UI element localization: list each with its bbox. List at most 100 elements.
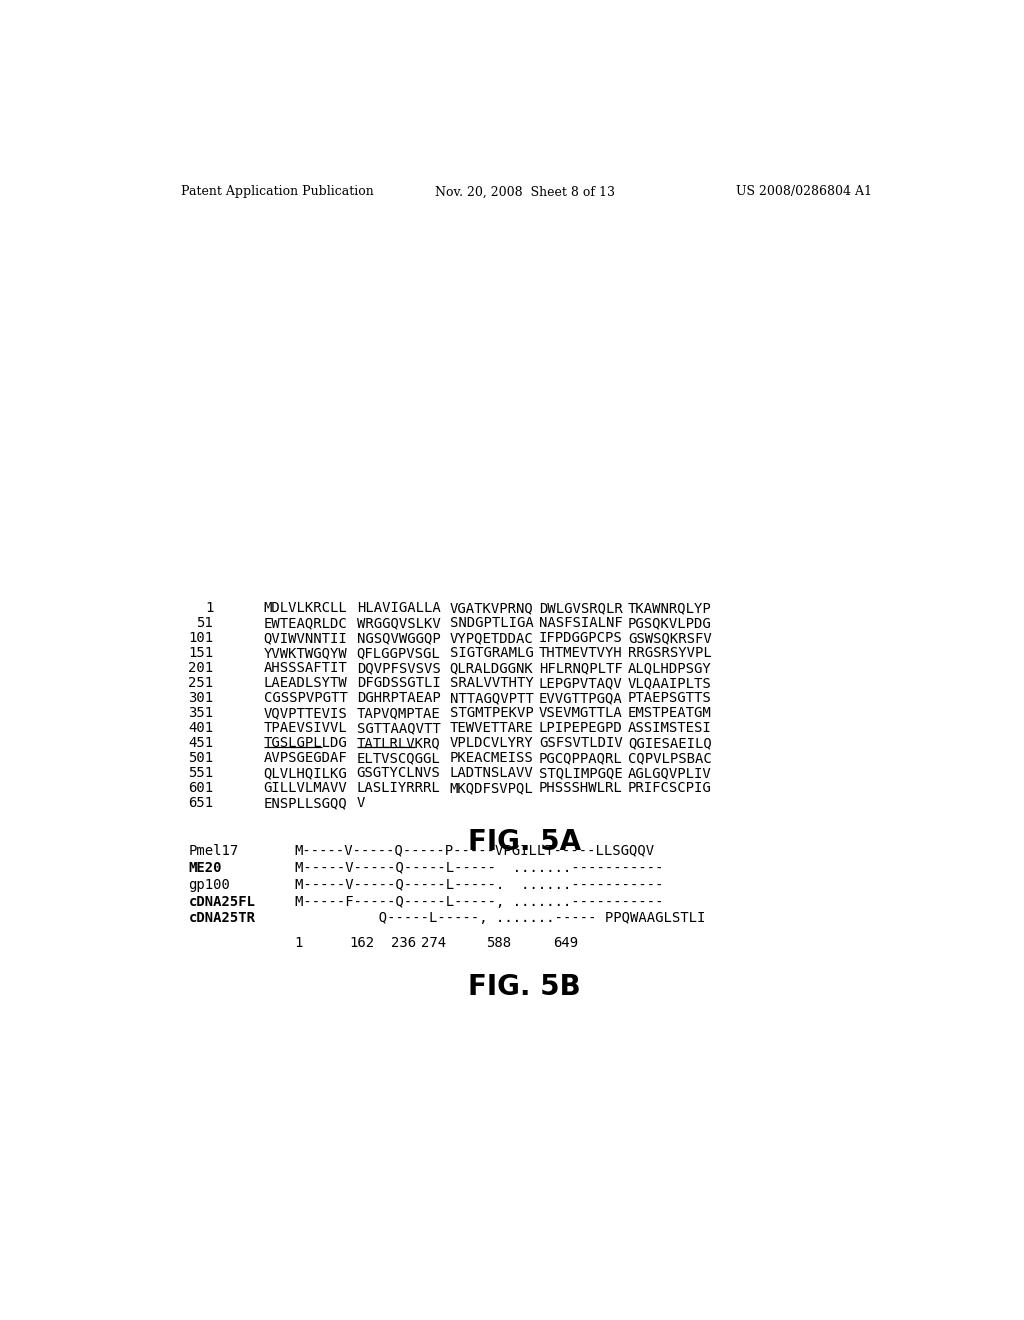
Text: LEPGPVTAQV: LEPGPVTAQV <box>539 676 623 690</box>
Text: QGIESAEILQ: QGIESAEILQ <box>628 737 712 750</box>
Text: PGSQKVLPDG: PGSQKVLPDG <box>628 616 712 630</box>
Text: PHSSSHWLRL: PHSSSHWLRL <box>539 781 623 796</box>
Text: ME20: ME20 <box>188 861 222 875</box>
Text: M-----F-----Q-----L-----, .......-----------: M-----F-----Q-----L-----, .......-------… <box>295 895 664 908</box>
Text: 1: 1 <box>295 936 303 950</box>
Text: STQLIMPGQE: STQLIMPGQE <box>539 767 623 780</box>
Text: EWTEAQRLDC: EWTEAQRLDC <box>263 616 347 630</box>
Text: ALQLHDPSGY: ALQLHDPSGY <box>628 661 712 676</box>
Text: CGSSPVPGTT: CGSSPVPGTT <box>263 692 347 705</box>
Text: HFLRNQPLTF: HFLRNQPLTF <box>539 661 623 676</box>
Text: PRIFCSCPIG: PRIFCSCPIG <box>628 781 712 796</box>
Text: Q-----L-----, .......----- PPQWAAGLSTLI: Q-----L-----, .......----- PPQWAAGLSTLI <box>295 911 705 925</box>
Text: QVIWVNNTII: QVIWVNNTII <box>263 631 347 645</box>
Text: 651: 651 <box>188 796 213 810</box>
Text: M-----V-----Q-----L-----  .......-----------: M-----V-----Q-----L----- .......--------… <box>295 861 664 875</box>
Text: Pmel17: Pmel17 <box>188 843 239 858</box>
Text: THTMEVTVYH: THTMEVTVYH <box>539 647 623 660</box>
Text: Patent Application Publication: Patent Application Publication <box>180 185 374 198</box>
Text: DFGDSSGTLI: DFGDSSGTLI <box>356 676 440 690</box>
Text: PTAEPSGTTS: PTAEPSGTTS <box>628 692 712 705</box>
Text: MDLVLKRCLL: MDLVLKRCLL <box>263 601 347 615</box>
Text: ASSIMSTESI: ASSIMSTESI <box>628 721 712 735</box>
Text: LAEADLSYTW: LAEADLSYTW <box>263 676 347 690</box>
Text: VYPQETDDAC: VYPQETDDAC <box>450 631 534 645</box>
Text: LASLIYRRRL: LASLIYRRRL <box>356 781 440 796</box>
Text: VQVPTTEVIS: VQVPTTEVIS <box>263 706 347 721</box>
Text: TEWVETTARE: TEWVETTARE <box>450 721 534 735</box>
Text: HLAVIGALLA: HLAVIGALLA <box>356 601 440 615</box>
Text: V: V <box>356 796 365 810</box>
Text: EMSTPEATGM: EMSTPEATGM <box>628 706 712 721</box>
Text: YVWKTWGQYW: YVWKTWGQYW <box>263 647 347 660</box>
Text: IFPDGGPCPS: IFPDGGPCPS <box>539 631 623 645</box>
Text: PKEACMEISS: PKEACMEISS <box>450 751 534 766</box>
Text: QLVLHQILKG: QLVLHQILKG <box>263 767 347 780</box>
Text: DGHRPTAEAP: DGHRPTAEAP <box>356 692 440 705</box>
Text: M-----V-----Q-----L-----.  ......-----------: M-----V-----Q-----L-----. ......--------… <box>295 878 664 891</box>
Text: AGLGQVPLIV: AGLGQVPLIV <box>628 767 712 780</box>
Text: cDNA25FL: cDNA25FL <box>188 895 255 908</box>
Text: QLRALDGGNK: QLRALDGGNK <box>450 661 534 676</box>
Text: SIGTGRAMLG: SIGTGRAMLG <box>450 647 534 660</box>
Text: GSGTYCLNVS: GSGTYCLNVS <box>356 767 440 780</box>
Text: 51: 51 <box>197 616 213 630</box>
Text: AHSSSAFTIT: AHSSSAFTIT <box>263 661 347 676</box>
Text: GSFSVTLDIV: GSFSVTLDIV <box>539 737 623 750</box>
Text: 588: 588 <box>486 936 511 950</box>
Text: DQVPFSVSVS: DQVPFSVSVS <box>356 661 440 676</box>
Text: EVVGTTPGQA: EVVGTTPGQA <box>539 692 623 705</box>
Text: WRGGQVSLKV: WRGGQVSLKV <box>356 616 440 630</box>
Text: 274: 274 <box>421 936 446 950</box>
Text: gp100: gp100 <box>188 878 230 891</box>
Text: SNDGPTLIGA: SNDGPTLIGA <box>450 616 534 630</box>
Text: TAPVQMPTAE: TAPVQMPTAE <box>356 706 440 721</box>
Text: 501: 501 <box>188 751 213 766</box>
Text: PGCQPPAQRL: PGCQPPAQRL <box>539 751 623 766</box>
Text: MKQDFSVPQL: MKQDFSVPQL <box>450 781 534 796</box>
Text: GILLVLMAVV: GILLVLMAVV <box>263 781 347 796</box>
Text: AVPSGEGDAF: AVPSGEGDAF <box>263 751 347 766</box>
Text: 301: 301 <box>188 692 213 705</box>
Text: ENSPLLSGQQ: ENSPLLSGQQ <box>263 796 347 810</box>
Text: QFLGGPVSGL: QFLGGPVSGL <box>356 647 440 660</box>
Text: VPLDCVLYRY: VPLDCVLYRY <box>450 737 534 750</box>
Text: 236: 236 <box>391 936 417 950</box>
Text: 601: 601 <box>188 781 213 796</box>
Text: SGTTAAQVTT: SGTTAAQVTT <box>356 721 440 735</box>
Text: TATLRLVKRQ: TATLRLVKRQ <box>356 737 440 750</box>
Text: ELTVSCQGGL: ELTVSCQGGL <box>356 751 440 766</box>
Text: CQPVLPSBAC: CQPVLPSBAC <box>628 751 712 766</box>
Text: 201: 201 <box>188 661 213 676</box>
Text: 251: 251 <box>188 676 213 690</box>
Text: 1: 1 <box>205 601 213 615</box>
Text: 451: 451 <box>188 737 213 750</box>
Text: 401: 401 <box>188 721 213 735</box>
Text: STGMTPEKVP: STGMTPEKVP <box>450 706 534 721</box>
Text: US 2008/0286804 A1: US 2008/0286804 A1 <box>736 185 872 198</box>
Text: 162: 162 <box>349 936 374 950</box>
Text: VLQAAIPLTS: VLQAAIPLTS <box>628 676 712 690</box>
Text: LADTNSLAVV: LADTNSLAVV <box>450 767 534 780</box>
Text: FIG. 5A: FIG. 5A <box>468 829 582 857</box>
Text: LPIPEPEGPD: LPIPEPEGPD <box>539 721 623 735</box>
Text: VGATKVPRNQ: VGATKVPRNQ <box>450 601 534 615</box>
Text: 351: 351 <box>188 706 213 721</box>
Text: 649: 649 <box>553 936 578 950</box>
Text: TGSLGPLLDG: TGSLGPLLDG <box>263 737 347 750</box>
Text: M-----V-----Q-----P-----VPGILLT-----LLSGQQV: M-----V-----Q-----P-----VPGILLT-----LLSG… <box>295 843 654 858</box>
Text: RRGSRSYVPL: RRGSRSYVPL <box>628 647 712 660</box>
Text: cDNA25TR: cDNA25TR <box>188 911 255 925</box>
Text: Nov. 20, 2008  Sheet 8 of 13: Nov. 20, 2008 Sheet 8 of 13 <box>435 185 614 198</box>
Text: NTTAGQVPTT: NTTAGQVPTT <box>450 692 534 705</box>
Text: FIG. 5B: FIG. 5B <box>468 973 582 1001</box>
Text: GSWSQKRSFV: GSWSQKRSFV <box>628 631 712 645</box>
Text: NASFSIALNF: NASFSIALNF <box>539 616 623 630</box>
Text: TKAWNRQLYP: TKAWNRQLYP <box>628 601 712 615</box>
Text: 551: 551 <box>188 767 213 780</box>
Text: TPAEVSIVVL: TPAEVSIVVL <box>263 721 347 735</box>
Text: DWLGVSRQLR: DWLGVSRQLR <box>539 601 623 615</box>
Text: 151: 151 <box>188 647 213 660</box>
Text: VSEVMGTTLA: VSEVMGTTLA <box>539 706 623 721</box>
Text: SRALVVTHTY: SRALVVTHTY <box>450 676 534 690</box>
